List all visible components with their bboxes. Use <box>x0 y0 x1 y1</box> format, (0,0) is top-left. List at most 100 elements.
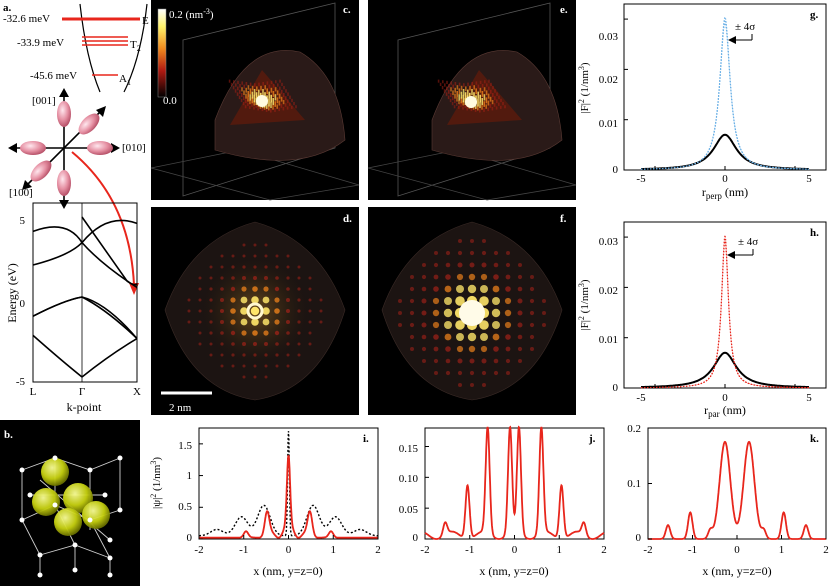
density-dot <box>198 298 202 302</box>
band-line <box>81 219 138 244</box>
density-dot <box>243 90 245 96</box>
density-dot <box>286 342 290 346</box>
density-dot <box>274 308 280 314</box>
density-dot <box>260 85 262 91</box>
density-dot <box>517 334 523 340</box>
density-dot <box>456 333 464 341</box>
panel-label-e: e. <box>560 4 568 16</box>
panel-b-render: b. <box>0 420 140 586</box>
panel-c-3d: 0.2 (nm-3) 0.0 c. <box>150 0 360 201</box>
density-dot <box>231 353 235 357</box>
density-dot <box>465 86 467 92</box>
density-dot <box>433 334 439 340</box>
density-dot <box>409 310 415 316</box>
density-dot <box>308 287 312 291</box>
panel-a-levels: a. -32.6 meV E -33.9 meV T2 -45.6 meV A1 <box>3 2 149 93</box>
band-ytick: 5 <box>20 215 26 227</box>
density-dot <box>492 333 500 341</box>
density-dot <box>481 250 487 256</box>
panel-k-plot: k. 0 0.1 0.2 -2 -1 0 1 2 x (nm, y=z=0) <box>627 423 829 578</box>
density-dot <box>481 370 487 376</box>
i-ytick: 0.5 <box>178 501 192 513</box>
density-dot <box>479 320 489 330</box>
density-dot <box>251 103 253 107</box>
density-dot <box>220 254 224 258</box>
density-dot <box>410 347 414 351</box>
density-dot <box>256 86 258 92</box>
density-dot <box>255 103 257 108</box>
h-xtick: -5 <box>636 392 646 404</box>
density-dot <box>469 262 475 268</box>
density-dot <box>198 287 202 291</box>
band-line <box>81 296 138 340</box>
h-xtick: 0 <box>722 392 728 404</box>
xtick-label: 0 <box>286 544 292 556</box>
panel-i-plot: i. 0 0.5 1 1.5 |ψ|2 (1/nm3) -2 -1 0 1 2 x (n… <box>149 427 381 578</box>
density-dot <box>251 97 253 104</box>
density-dot <box>245 93 247 99</box>
density-dot <box>230 82 233 86</box>
density-dot <box>442 80 444 84</box>
density-dot <box>240 296 248 304</box>
density-dot <box>462 89 465 96</box>
density-dot <box>241 87 243 92</box>
density-dot <box>491 308 501 318</box>
density-dot <box>530 275 534 279</box>
density-dot <box>274 286 280 292</box>
band-line <box>81 296 138 340</box>
density-dot <box>492 86 494 90</box>
density-dot <box>297 298 301 302</box>
density-dot <box>457 370 463 376</box>
density-dot <box>264 353 268 357</box>
level-t2-energy: -33.9 meV <box>17 37 64 49</box>
density-dot <box>467 89 469 97</box>
density-dot <box>443 308 453 318</box>
density-dot <box>462 94 465 103</box>
density-dot <box>444 321 452 329</box>
density-dot <box>244 105 247 109</box>
panel-label-j: j. <box>588 433 596 445</box>
density-dot <box>452 84 454 89</box>
density-dot <box>275 80 277 84</box>
density-dot <box>297 342 301 346</box>
density-dot <box>308 298 312 302</box>
density-dot <box>421 310 427 316</box>
density-dot <box>469 370 475 376</box>
density-dot <box>242 254 246 258</box>
density-dot <box>209 265 213 269</box>
density-dot <box>264 375 268 379</box>
density-dot <box>492 321 500 329</box>
density-dot <box>241 286 247 292</box>
density-dot <box>276 90 279 96</box>
density-dot <box>493 103 496 107</box>
density-dot <box>251 318 259 326</box>
density-dot <box>319 309 323 313</box>
density-dot <box>187 298 191 302</box>
density-dot <box>445 358 451 364</box>
density-dot <box>454 93 456 99</box>
density-dot <box>432 297 440 305</box>
density-dot <box>529 310 535 316</box>
density-dot <box>505 262 511 268</box>
density-dot <box>542 311 546 315</box>
density-dot <box>274 297 280 303</box>
density-dot <box>485 90 488 96</box>
density-dot <box>270 87 273 93</box>
density-dot <box>466 107 468 111</box>
density-dot <box>479 296 489 306</box>
density-dot <box>469 250 475 256</box>
density-dot <box>274 94 277 101</box>
density-dot <box>240 318 248 326</box>
density-dot <box>454 99 456 104</box>
i-xlabel: x (nm, y=z=0) <box>253 564 322 578</box>
density-dot <box>490 89 492 94</box>
density-dot <box>422 359 426 363</box>
density-dot <box>264 276 268 280</box>
density-dot <box>479 101 481 109</box>
density-dot <box>496 99 498 104</box>
density-dot <box>253 342 257 346</box>
density-dot <box>187 320 191 324</box>
density-dot <box>286 331 290 335</box>
density-dot <box>470 107 473 112</box>
valley-label-001: [001] <box>32 95 56 107</box>
